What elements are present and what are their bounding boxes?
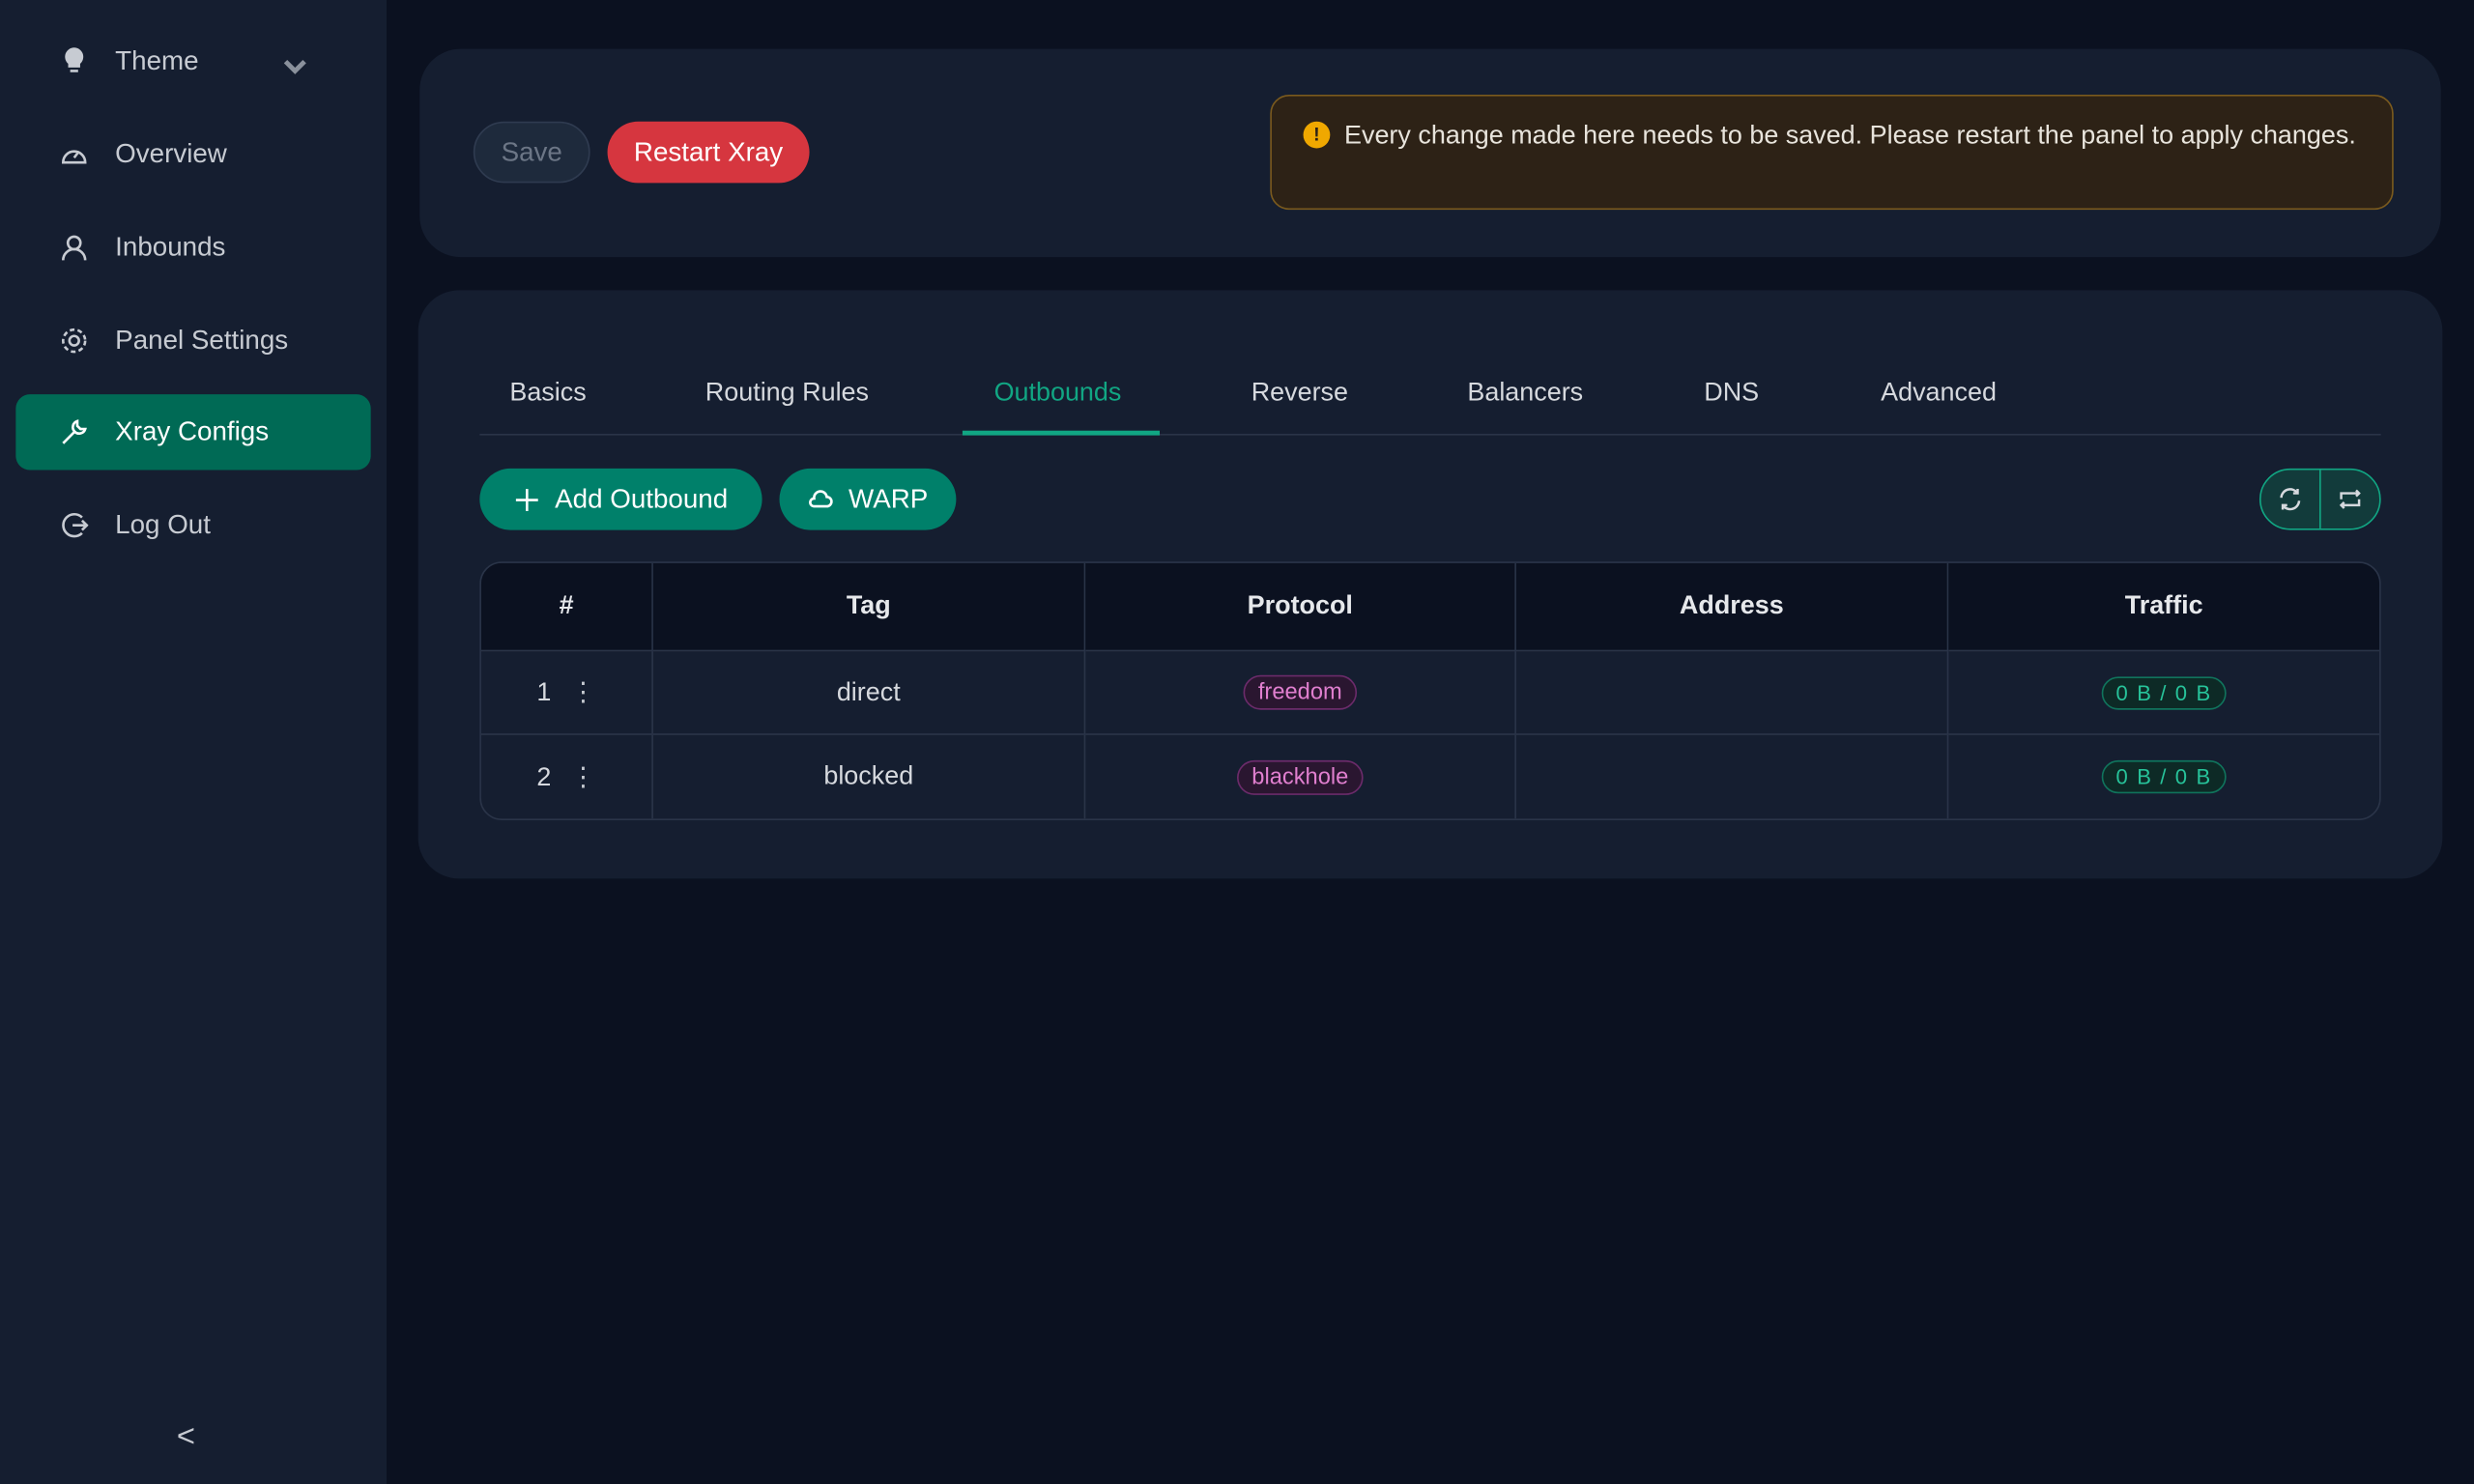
refresh-button[interactable] <box>2261 471 2319 528</box>
sidebar-item-log-out[interactable]: Log Out <box>15 487 370 562</box>
tab-basics[interactable]: Basics <box>509 378 587 408</box>
sidebar-item-inbounds[interactable]: Inbounds <box>15 210 370 285</box>
table-row: 1 ⋮ direct freedom 0 B / 0 B <box>480 651 2380 735</box>
sidebar: Theme Overview Inbounds Panel Settings X… <box>0 0 387 1484</box>
bulb-icon <box>65 47 84 72</box>
table-row: 2 ⋮ blocked blackhole 0 B / 0 B <box>481 734 2379 819</box>
sidebar-item-label: Log Out <box>115 509 211 540</box>
sidebar-item-label: Panel Settings <box>115 325 289 356</box>
sidebar-item-overview[interactable]: Overview <box>15 117 370 192</box>
column-header: # <box>480 562 653 652</box>
dashboard-icon <box>61 150 87 164</box>
row-number: 1 <box>536 678 552 707</box>
column-header: Address <box>1515 562 1949 652</box>
sidebar-item-label: Overview <box>115 138 227 169</box>
tab-bar: Basics Routing Rules Outbounds Reverse B… <box>479 363 2381 436</box>
wrench-icon <box>62 419 87 444</box>
gear-icon <box>61 328 87 354</box>
traffic-badge: 0 B / 0 B <box>2101 759 2227 794</box>
address-cell <box>1516 734 1949 819</box>
user-icon <box>61 235 87 261</box>
logout-icon <box>62 512 89 538</box>
refresh-icon <box>2280 488 2301 511</box>
add-outbound-label: Add Outbound <box>555 483 729 514</box>
sidebar-item-label: Inbounds <box>115 231 226 263</box>
protocol-badge: freedom <box>1244 674 1357 710</box>
sidebar-item-panel-settings[interactable]: Panel Settings <box>15 302 370 378</box>
warp-label: WARP <box>849 483 929 514</box>
more-actions-icon[interactable]: ⋮ <box>569 762 596 791</box>
warp-button[interactable]: WARP <box>779 468 957 530</box>
cloud-icon <box>808 489 833 507</box>
tag-cell: direct <box>652 651 1086 735</box>
save-button[interactable]: Save <box>473 121 590 184</box>
plus-icon <box>515 488 538 511</box>
row-number: 2 <box>536 762 552 791</box>
reset-traffic-button[interactable] <box>2318 470 2379 528</box>
warning-icon: ! <box>1303 121 1331 149</box>
active-tab-indicator <box>962 430 1160 436</box>
table-actions-group <box>2258 468 2381 530</box>
tag-cell: blocked <box>653 734 1086 819</box>
tab-dns[interactable]: DNS <box>1704 378 1760 408</box>
column-header: Protocol <box>1085 562 1516 652</box>
tab-advanced[interactable]: Advanced <box>1881 378 1997 408</box>
warning-alert: ! Every change made here needs to be sav… <box>1270 94 2394 211</box>
add-outbound-button[interactable]: Add Outbound <box>479 468 762 530</box>
tab-outbounds[interactable]: Outbounds <box>993 378 1122 408</box>
outbounds-table: # Tag Protocol Address Traffic 1 ⋮ direct… <box>479 561 2381 820</box>
swap-icon <box>2339 489 2361 509</box>
sidebar-item-theme[interactable]: Theme <box>15 23 370 99</box>
column-header: Traffic <box>1948 562 2380 652</box>
collapse-sidebar-button[interactable]: < <box>176 1419 195 1455</box>
sidebar-item-label: Theme <box>115 45 199 76</box>
traffic-badge: 0 B / 0 B <box>2101 675 2227 709</box>
more-actions-icon[interactable]: ⋮ <box>569 678 596 707</box>
sidebar-item-xray-configs[interactable]: Xray Configs <box>15 394 371 471</box>
tab-routing-rules[interactable]: Routing Rules <box>705 378 870 408</box>
tab-reverse[interactable]: Reverse <box>1251 378 1349 408</box>
chevron-down-icon[interactable] <box>281 52 309 80</box>
alert-text: Every change made here needs to be saved… <box>1344 121 2356 151</box>
restart-xray-button[interactable]: Restart Xray <box>607 121 810 184</box>
column-header: Tag <box>652 562 1086 652</box>
sidebar-item-label: Xray Configs <box>115 416 270 447</box>
address-cell <box>1515 651 1949 735</box>
protocol-badge: blackhole <box>1237 759 1363 795</box>
tab-balancers[interactable]: Balancers <box>1467 378 1584 408</box>
